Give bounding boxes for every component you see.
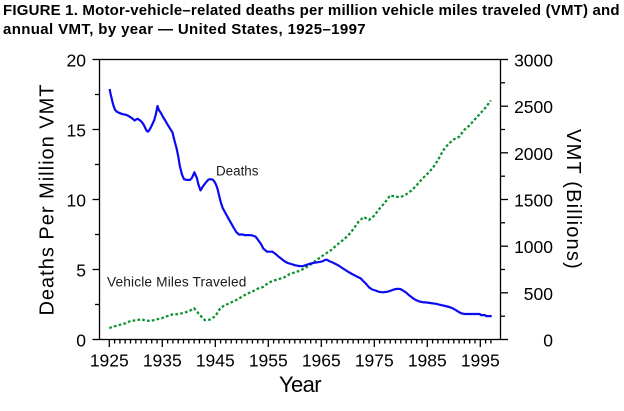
svg-text:Deaths Per Million VMT: Deaths Per Million VMT <box>37 83 59 315</box>
svg-text:Year: Year <box>279 372 321 397</box>
svg-text:1945: 1945 <box>196 351 235 371</box>
svg-text:500: 500 <box>524 284 553 304</box>
svg-text:Deaths: Deaths <box>216 163 259 178</box>
svg-text:1500: 1500 <box>514 191 553 211</box>
svg-text:0: 0 <box>76 331 86 351</box>
svg-text:20: 20 <box>67 51 87 71</box>
svg-text:1000: 1000 <box>514 237 553 257</box>
svg-text:15: 15 <box>67 121 86 141</box>
svg-text:1995: 1995 <box>461 351 500 371</box>
svg-text:1955: 1955 <box>249 351 288 371</box>
svg-text:5: 5 <box>76 261 86 281</box>
svg-text:1925: 1925 <box>90 351 129 371</box>
svg-text:0: 0 <box>543 331 553 351</box>
svg-text:1975: 1975 <box>355 351 394 371</box>
svg-text:VMT (Billions): VMT (Billions) <box>562 129 584 270</box>
svg-text:1965: 1965 <box>302 351 341 371</box>
svg-text:1985: 1985 <box>408 351 447 371</box>
svg-text:3000: 3000 <box>514 51 553 71</box>
svg-text:Vehicle Miles Traveled: Vehicle Miles Traveled <box>107 274 246 289</box>
svg-text:10: 10 <box>67 191 87 211</box>
svg-text:2500: 2500 <box>514 97 553 117</box>
svg-text:1935: 1935 <box>143 351 182 371</box>
svg-text:2000: 2000 <box>514 144 553 164</box>
